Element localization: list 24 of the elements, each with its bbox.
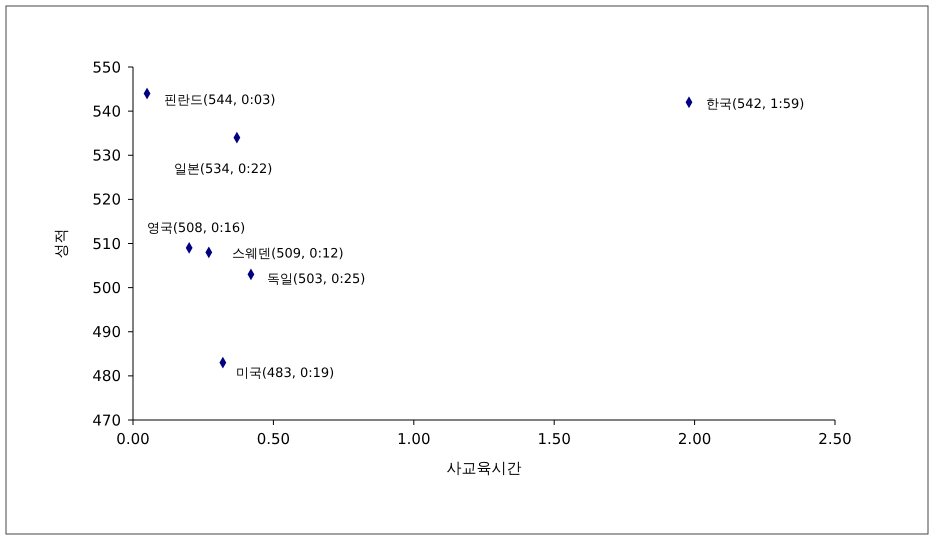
y-tick-label: 470 [92,411,121,430]
y-tick-label: 530 [92,146,121,164]
annotation: 일본(534, 0:22) [174,162,272,178]
annotation: 스웨덴(509, 0:12) [232,246,344,262]
annotation: 영국(508, 0:16) [146,220,246,236]
x-tick-label: 0.50 [256,430,290,448]
y-tick-label: 490 [92,323,121,341]
annotation: 한국(542, 1:59) [706,96,804,112]
y-tick-label: 480 [92,367,121,386]
x-tick-label: 2.00 [678,430,712,448]
y-tick-label: 550 [92,58,121,76]
y-tick-label: 500 [92,278,121,297]
y-axis-title: 성적 [52,228,70,258]
y-tick-label: 520 [92,190,121,209]
annotation: 핀란드(544, 0:03) [164,93,276,108]
x-tick-label: 0.00 [116,430,150,448]
y-tick-label: 540 [92,102,121,120]
y-tick-label: 510 [92,234,121,253]
x-axis-title: 사교육시간 [446,459,522,477]
x-tick-label: 2.50 [818,430,852,448]
annotation: 독일(503, 0:25) [266,272,366,287]
x-tick-label: 1.00 [397,430,431,448]
annotation: 미국(483, 0:19) [236,366,334,382]
x-tick-label: 1.50 [537,430,571,448]
